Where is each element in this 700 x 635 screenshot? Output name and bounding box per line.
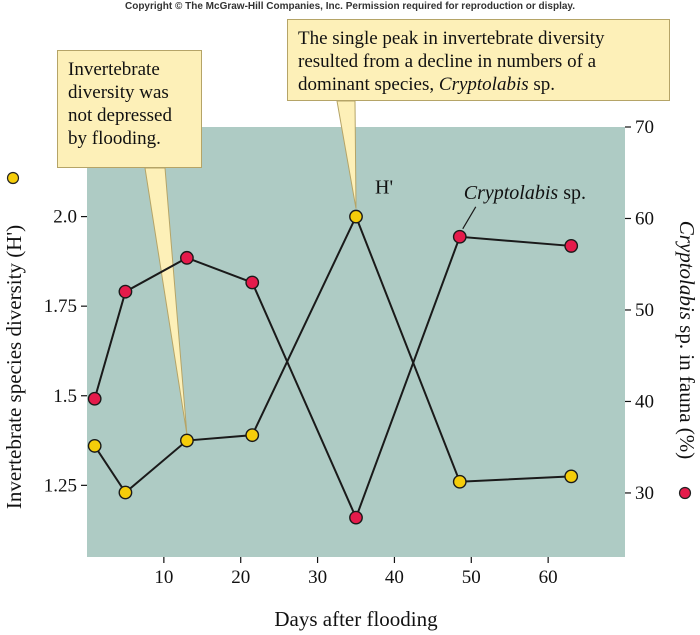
data-point-0	[564, 469, 579, 484]
data-point-0	[452, 474, 467, 489]
callout-flooding-text: Invertebrate diversity was not depressed…	[68, 59, 172, 149]
y-left-tick-label: 1.25	[44, 475, 77, 496]
data-point-0	[118, 485, 133, 500]
copyright-notice: Copyright © The McGraw-Hill Companies, I…	[124, 1, 576, 12]
y-right-axis-label-rest: sp. in fauna (%)	[675, 320, 699, 459]
y-right-tick-label: 50	[635, 300, 654, 321]
y-right-tick-label: 60	[635, 208, 654, 229]
data-point-0	[87, 439, 102, 453]
series-label-leader	[462, 206, 477, 230]
series-label-cryptolabis: Cryptolabis sp.	[464, 182, 586, 204]
callout-peak-text-after: sp.	[528, 74, 556, 95]
callout-peak: The single peak in invertebrate diversit…	[287, 19, 670, 101]
series-label-cryptolabis-rest: sp.	[558, 182, 586, 204]
y-left-legend-marker	[6, 171, 20, 185]
y-left-axis-label: Invertebrate species diversity (H')	[2, 225, 26, 509]
callout-pointers	[144, 100, 357, 435]
x-axis-label: Days after flooding	[274, 607, 438, 631]
series-layer	[87, 209, 579, 525]
data-point-0	[245, 428, 260, 443]
y-right-tick-label: 30	[635, 483, 654, 504]
x-tick-label: 10	[154, 567, 173, 588]
y-right-legend-marker	[678, 486, 692, 500]
x-tick-label: 50	[462, 567, 481, 588]
x-tick-label: 30	[308, 567, 327, 588]
y-right-tick-label: 40	[635, 391, 654, 412]
y-right-tick-label: 70	[635, 117, 654, 138]
data-point-1	[452, 229, 467, 244]
callout-peak-text-before: The single peak in invertebrate diversit…	[298, 28, 605, 95]
data-point-1	[118, 284, 133, 299]
data-point-1	[245, 275, 260, 290]
x-tick-label: 20	[231, 567, 250, 588]
y-right-axis-label: Cryptolabis sp. in fauna (%)	[675, 221, 699, 460]
axes	[81, 126, 631, 563]
x-tick-label: 60	[539, 567, 558, 588]
series-label-h: H'	[375, 177, 393, 199]
data-point-0	[180, 433, 194, 448]
y-left-tick-label: 2.0	[53, 207, 77, 228]
y-right-axis-label-italic: Cryptolabis	[675, 221, 699, 320]
data-point-0	[349, 209, 363, 224]
series-label-cryptolabis-italic: Cryptolabis	[464, 182, 559, 204]
data-point-1	[87, 391, 102, 406]
x-tick-label: 40	[385, 567, 404, 588]
callout-peak-text-italic: Cryptolabis	[438, 74, 529, 95]
data-point-1	[564, 239, 579, 253]
labels: 10 20 30 40 50 60 1.25 1.5 1.75 2.0 30 40 50 60 70 Days…	[2, 117, 699, 631]
y-left-tick-label: 1.75	[44, 296, 77, 317]
callout-peak-pointer	[336, 100, 357, 209]
y-left-tick-label: 1.5	[53, 386, 77, 407]
data-point-1	[349, 510, 363, 525]
callout-flooding: Invertebrate diversity was not depressed…	[57, 50, 202, 168]
data-point-1	[180, 250, 194, 265]
callout-flooding-pointer	[144, 167, 188, 435]
